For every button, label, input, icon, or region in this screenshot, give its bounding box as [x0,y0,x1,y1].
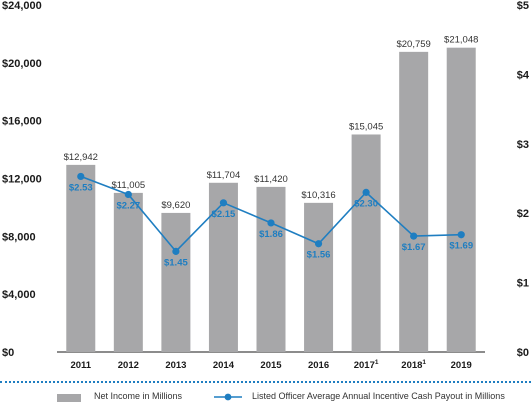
bar-value-label: $21,048 [444,35,478,46]
line-point [410,232,418,240]
line-point [124,190,132,199]
category-label: 2015 [260,360,282,371]
right-tick-label: $0 [517,347,529,359]
category-label: 20171 [354,359,379,371]
right-y-axis: $0 $1 $2 $3 $4 $5 [517,0,530,359]
bar-value-label: $11,704 [207,170,241,181]
line-point [457,231,465,239]
line-point [219,199,228,207]
legend: Net Income in Millions Listed Officer Av… [0,388,531,405]
category-label: 2011 [70,360,91,371]
bar-series [66,47,476,352]
category-footnote-marker: 1 [422,359,426,366]
right-tick-label: $3 [517,139,529,151]
bar [304,202,334,352]
bar-value-labels: $12,942 $11,005 $9,620 $11,704 $11,420 $10,31… [64,35,479,211]
line-point [314,240,323,248]
legend-line-swatch [214,393,242,401]
category-label: 2013 [165,360,186,371]
line-point [267,219,275,227]
bar-value-label: $15,045 [349,121,383,132]
bar-value-label: $11,420 [254,174,288,185]
bar-value-label: $11,005 [112,180,146,191]
line-value-label: $2.53 [69,182,93,193]
category-footnote-marker: 1 [375,359,379,366]
category-label: 2014 [213,360,235,371]
line-point [77,172,85,181]
line-value-label: $1.67 [402,242,426,253]
left-tick-label: $8,000 [2,231,36,243]
left-tick-label: $12,000 [2,174,42,186]
left-tick-label: $24,000 [2,0,42,12]
line-points [77,172,465,255]
bar [161,212,191,352]
legend-bar-swatch [57,394,81,402]
right-tick-label: $5 [517,0,529,12]
bar [113,192,143,352]
legend-divider [0,381,531,383]
bar-value-label: $12,942 [64,152,98,163]
category-label: 2016 [308,360,329,371]
left-y-axis: $0 $4,000 $8,000 $12,000 $16,000 $20,000 $24,0… [2,0,42,359]
line-value-labels: $2.53 $2.27 $1.45 $2.15 $1.86 $1.56 $2.30 $1.67… [69,182,473,268]
line-value-label: $1.69 [449,241,473,252]
category-label: 2019 [451,360,472,371]
left-tick-label: $16,000 [2,116,42,128]
legend-bar-label: Net Income in Millions [94,391,183,401]
category-label: 20181 [401,359,426,371]
bar [351,134,381,352]
x-axis-labels: 2011 2012 2013 2014 2015 2016 20171 20181 2019 [70,359,471,371]
bar [208,182,238,352]
line-value-label: $2.15 [212,209,236,220]
chart: $0 $4,000 $8,000 $12,000 $16,000 $20,000 $24,0… [2,0,530,371]
right-tick-label: $1 [517,278,529,290]
line-point [362,188,370,196]
left-tick-label: $0 [2,347,14,359]
line-value-label: $1.56 [307,250,331,261]
line-value-label: $1.86 [259,229,283,240]
bar-value-label: $9,620 [161,200,190,211]
legend-line-label: Listed Officer Average Annual Incentive … [252,391,505,401]
right-tick-label: $4 [517,69,530,81]
line-point [172,247,180,255]
line-value-label: $2.30 [354,198,378,209]
line-value-label: $1.45 [164,257,188,268]
bar-value-label: $10,316 [301,190,335,201]
line-value-label: $2.27 [116,200,140,211]
bar [446,47,476,352]
bar [399,51,429,352]
left-tick-label: $4,000 [2,289,36,301]
category-label: 2012 [118,360,139,371]
right-tick-label: $2 [517,208,529,220]
left-tick-label: $20,000 [2,58,42,70]
bar [66,164,96,352]
bar [256,186,286,352]
bar-value-label: $20,759 [396,39,430,50]
